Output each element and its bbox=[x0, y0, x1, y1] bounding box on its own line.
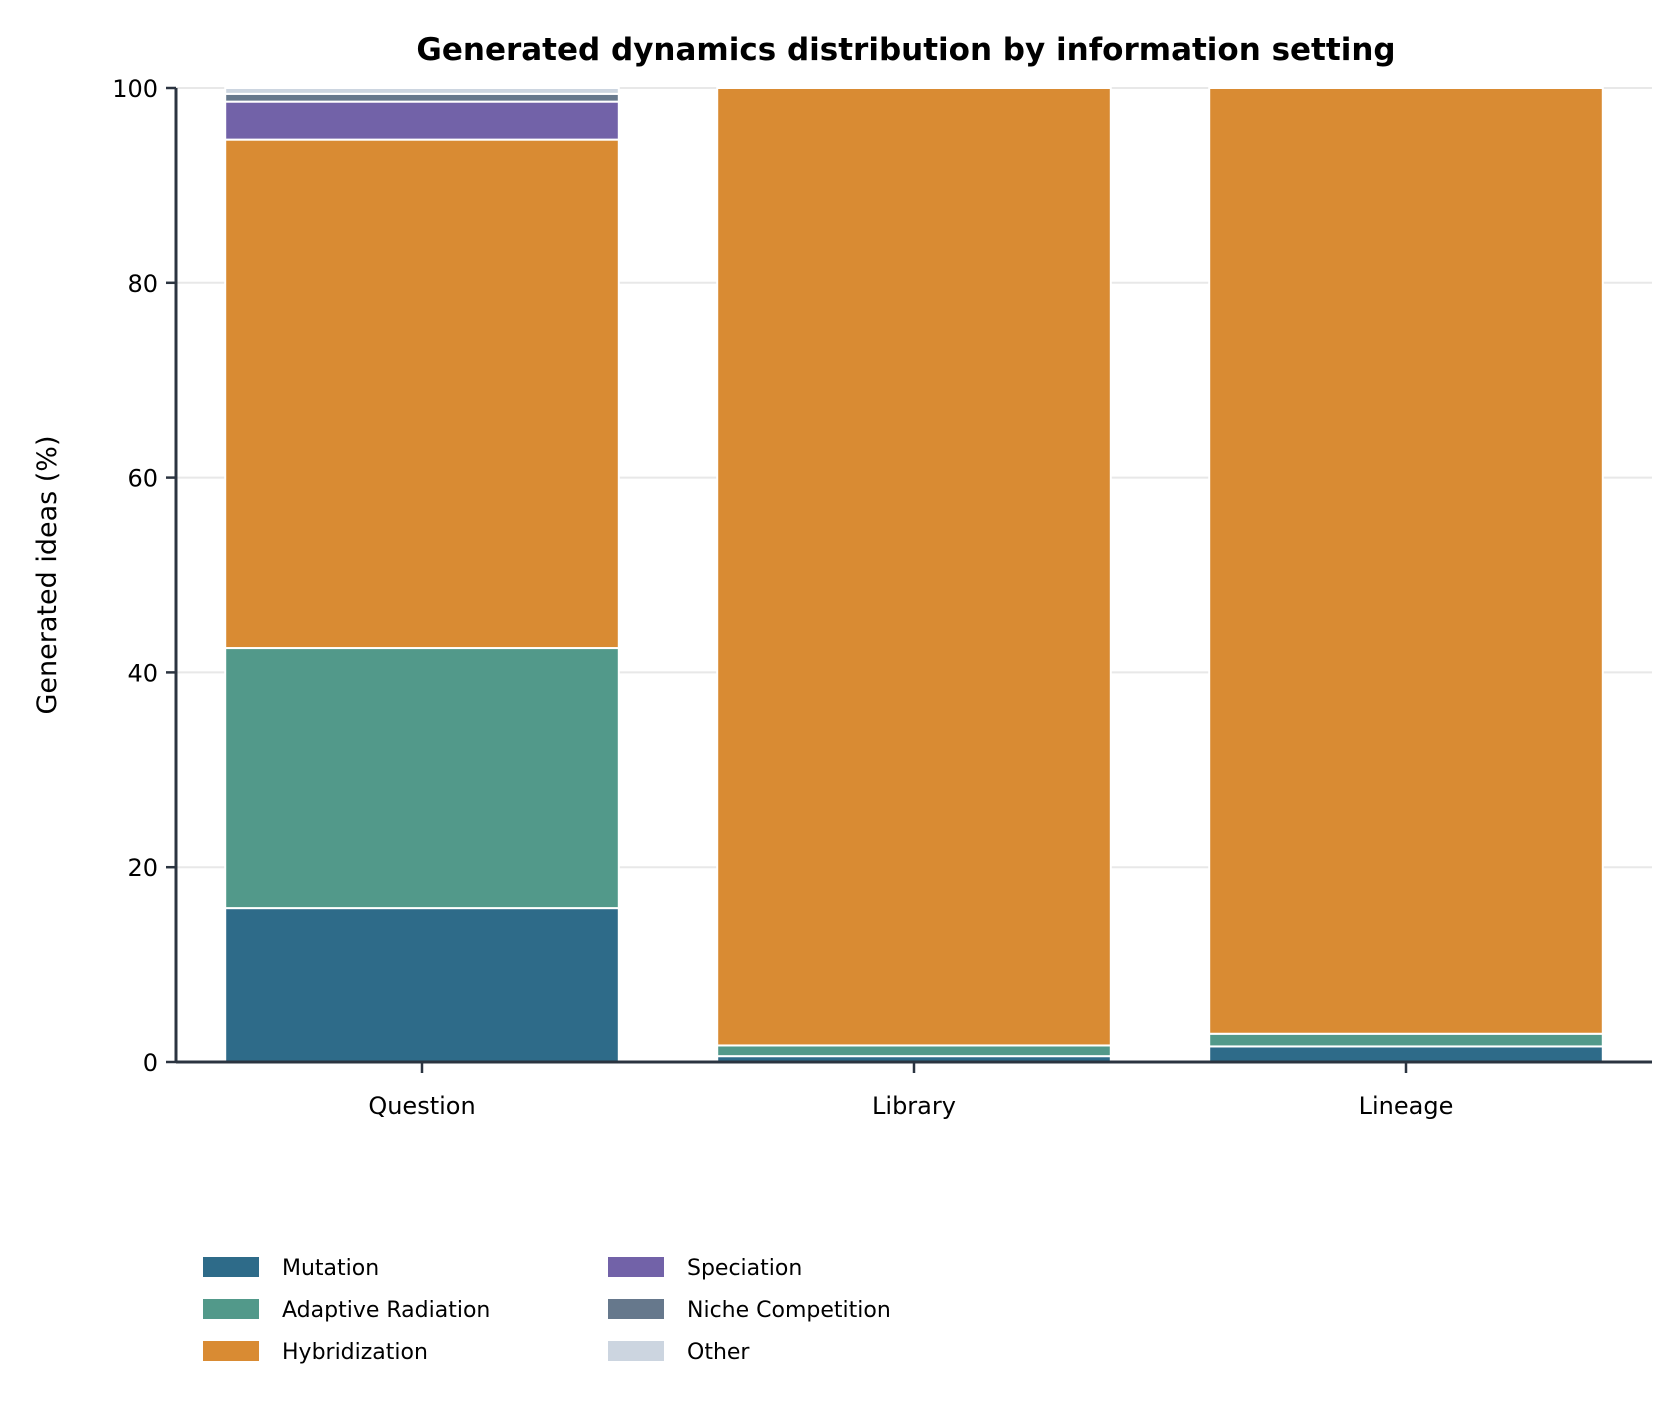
y-ticks: 0 20 40 60 80 100 bbox=[112, 75, 176, 1077]
bar-library-adaptive-radiation bbox=[716, 1044, 1112, 1058]
x-tick-label-library: Library bbox=[872, 1092, 956, 1120]
y-tick-label-40: 40 bbox=[127, 659, 158, 687]
legend-label-adaptive-radiation: Adaptive Radiation bbox=[282, 1298, 490, 1323]
y-tick-label-20: 20 bbox=[127, 854, 158, 882]
bar-question-niche-competition bbox=[224, 92, 620, 103]
bar-question-other bbox=[224, 87, 620, 95]
bar-question-hybridization bbox=[224, 138, 620, 650]
legend-swatch-hybridization bbox=[203, 1341, 259, 1361]
legend-label-hybridization: Hybridization bbox=[282, 1340, 428, 1365]
bar-lineage-hybridization bbox=[1208, 87, 1604, 1035]
legend-label-other: Other bbox=[687, 1340, 750, 1365]
bar-question-mutation bbox=[224, 907, 620, 1063]
bars bbox=[224, 87, 1604, 1064]
y-tick-label-100: 100 bbox=[112, 75, 158, 103]
bar-question-speciation bbox=[224, 100, 620, 141]
y-axis-label: Generated ideas (%) bbox=[32, 436, 63, 715]
legend: Mutation Adaptive Radiation Hybridization S… bbox=[203, 1256, 891, 1365]
y-tick-label-80: 80 bbox=[127, 270, 158, 298]
y-tick-label-60: 60 bbox=[127, 465, 158, 493]
legend-swatch-other bbox=[608, 1341, 664, 1361]
legend-label-speciation: Speciation bbox=[687, 1256, 802, 1281]
bar-library-hybridization bbox=[716, 87, 1112, 1047]
legend-swatch-niche-competition bbox=[608, 1299, 664, 1319]
legend-swatch-speciation bbox=[608, 1257, 664, 1277]
y-tick-label-0: 0 bbox=[143, 1049, 158, 1077]
legend-label-niche-competition: Niche Competition bbox=[687, 1298, 891, 1323]
bar-lineage-mutation bbox=[1208, 1045, 1604, 1064]
bar-lineage-adaptive-radiation bbox=[1208, 1032, 1604, 1048]
chart-title: Generated dynamics distribution by infor… bbox=[416, 32, 1395, 68]
legend-swatch-adaptive-radiation bbox=[203, 1299, 259, 1319]
legend-label-mutation: Mutation bbox=[282, 1256, 379, 1281]
legend-swatch-mutation bbox=[203, 1257, 259, 1277]
x-tick-label-question: Question bbox=[368, 1092, 475, 1120]
x-ticks: Question Library Lineage bbox=[368, 1062, 1453, 1120]
bar-question-adaptive-radiation bbox=[224, 647, 620, 910]
x-tick-label-lineage: Lineage bbox=[1359, 1092, 1454, 1120]
